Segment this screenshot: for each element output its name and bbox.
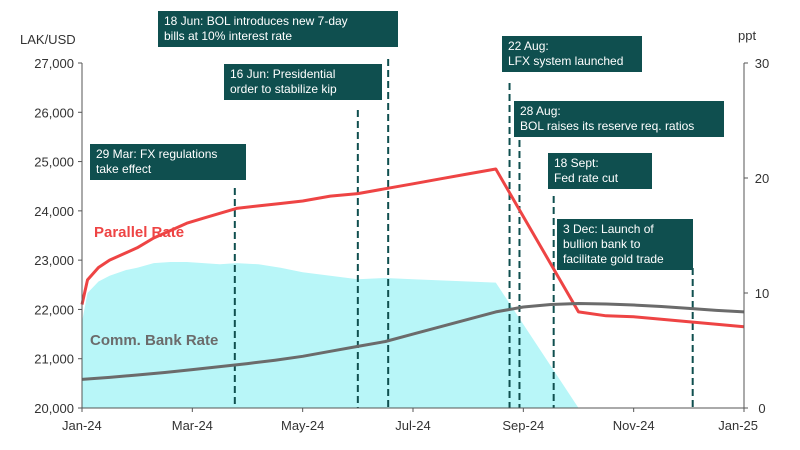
annotation-text: 22 Aug: (508, 39, 549, 53)
right-tick-label: 20 (755, 171, 769, 186)
right-axis-title: ppt (738, 28, 756, 43)
left-tick-label: 22,000 (34, 302, 74, 317)
annotation-text: 29 Mar: FX regulations (96, 147, 218, 161)
tick-labels: 20,000 21,000 22,000 23,000 24,000 25,000 26,0… (34, 56, 769, 433)
left-tick-label: 25,000 (34, 155, 74, 170)
annotation-text: 18 Sept: (554, 156, 599, 170)
annotation-box: 3 Dec: Launch of bullion bank to facilitat… (557, 219, 693, 270)
parallel-rate-label: Parallel Rate (94, 224, 184, 241)
x-tick-label: Jan-25 (718, 418, 758, 433)
x-tick-label: May-24 (281, 418, 324, 433)
right-tick-label: 10 (755, 286, 769, 301)
x-tick-label: Nov-24 (613, 418, 655, 433)
annotation-box: 16 Jun: Presidential order to stabilize k… (224, 64, 382, 100)
x-tick-label: Mar-24 (172, 418, 213, 433)
annotation-text: order to stabilize kip (230, 82, 337, 96)
annotation-text: 16 Jun: Presidential (230, 67, 336, 81)
comm-bank-rate-label: Comm. Bank Rate (90, 332, 218, 349)
annotation-text: facilitate gold trade (563, 252, 664, 266)
annotation-text: Fed rate cut (554, 171, 619, 185)
annotation-box: 18 Sept: Fed rate cut (548, 153, 652, 189)
x-tick-label: Sep-24 (502, 418, 544, 433)
right-tick-label: 0 (758, 401, 765, 416)
comm-bank-rate-line (81, 302, 745, 381)
left-tick-label: 20,000 (34, 401, 74, 416)
left-tick-label: 24,000 (34, 204, 74, 219)
annotation-text: take effect (96, 162, 152, 176)
annotation-text: bullion bank to (563, 237, 641, 251)
left-tick-label: 27,000 (34, 56, 74, 71)
left-axis-title: LAK/USD (20, 32, 76, 47)
annotation-text: LFX system launched (508, 54, 624, 68)
annotation-box: 29 Mar: FX regulations take effect (90, 144, 246, 180)
annotation-box: 18 Jun: BOL introduces new 7-day bills at… (158, 11, 398, 47)
series-lines (80, 167, 745, 381)
left-tick-label: 26,000 (34, 105, 74, 120)
event-lines (233, 59, 694, 408)
annotation-text: bills at 10% interest rate (164, 29, 293, 43)
right-tick-label: 30 (755, 56, 769, 71)
annotation-text: 3 Dec: Launch of (563, 222, 654, 236)
x-tick-label: Jul-24 (395, 418, 430, 433)
annotation-text: BOL raises its reserve req. ratios (520, 119, 695, 133)
left-tick-label: 21,000 (34, 352, 74, 367)
annotation-box: 22 Aug: LFX system launched (502, 36, 642, 72)
parallel-rate-line (80, 167, 745, 329)
annotation-box: 28 Aug: BOL raises its reserve req. ratio… (514, 101, 724, 137)
left-tick-label: 23,000 (34, 253, 74, 268)
annotation-text: 18 Jun: BOL introduces new 7-day (164, 14, 348, 28)
annotation-text: 28 Aug: (520, 104, 561, 118)
x-tick-label: Jan-24 (62, 418, 102, 433)
